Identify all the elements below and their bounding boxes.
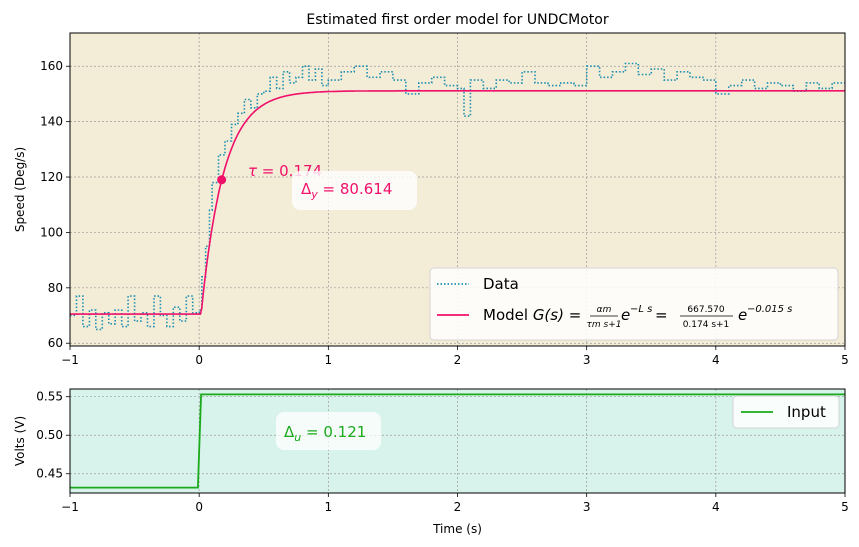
x-tick-label: 5 (841, 500, 849, 514)
y-tick-label: 140 (40, 115, 63, 129)
svg-text:=: = (655, 306, 668, 324)
volts-axes: −1 0 1 2 3 4 5 0.45 0.50 0.55 Time (s) Volts (V)… (13, 388, 849, 536)
x-tick-label: 5 (841, 353, 849, 367)
x-tick-label: 3 (583, 500, 591, 514)
volts-x-ticks: −1 0 1 2 3 4 5 (61, 493, 849, 514)
x-tick-label: 0 (195, 353, 203, 367)
y-tick-label: 120 (40, 170, 63, 184)
x-tick-label: 4 (712, 353, 720, 367)
svg-text:e: e (621, 306, 630, 324)
volts-y-ticks: 0.45 0.50 0.55 (36, 390, 70, 481)
volts-legend-box (732, 395, 840, 429)
du-annotation-box (276, 412, 381, 450)
svg-text:−0.015 s: −0.015 s (747, 304, 792, 315)
time-x-axis-label: Time (s) (432, 522, 482, 536)
y-tick-label: 60 (48, 336, 63, 350)
legend-data-label: Data (483, 275, 519, 293)
x-tick-label: 1 (325, 500, 333, 514)
x-tick-label: 2 (454, 500, 462, 514)
speed-legend: Data Model G(s) = αm τm s+1 e −L s = 667… (429, 267, 839, 341)
volts-series (70, 393, 845, 489)
x-tick-label: 2 (454, 353, 462, 367)
legend-input-label: Input (787, 403, 826, 421)
speed-y-axis-label: Speed (Deg/s) (13, 147, 27, 232)
y-tick-label: 80 (48, 281, 63, 295)
du-annotation: Δu = 0.121 (284, 423, 366, 444)
tau-marker-point (217, 175, 227, 185)
speed-legend-box (429, 267, 839, 341)
x-tick-label: 3 (583, 353, 591, 367)
volts-legend: Input (732, 395, 840, 429)
x-tick-label: −1 (61, 500, 79, 514)
dy-annotation-box (292, 171, 417, 210)
y-tick-label: 0.50 (36, 428, 63, 442)
dy-annotation: Δy = 80.614 (301, 180, 392, 201)
svg-text:667.570: 667.570 (687, 305, 724, 315)
y-tick-label: 0.55 (36, 390, 63, 404)
svg-text:−L s: −L s (630, 304, 652, 315)
legend-model-formula: αm τm s+1 e −L s = 667.570 0.174 s+1 e −… (586, 304, 792, 330)
svg-text:τm s+1: τm s+1 (586, 320, 621, 330)
speed-x-ticks: −1 0 1 2 3 4 5 (61, 346, 849, 367)
x-tick-label: 0 (195, 500, 203, 514)
speed-axes: −1 0 1 2 3 4 5 60 80 100 120 140 160 Estimated firs… (13, 12, 849, 367)
svg-text:e: e (738, 306, 747, 324)
y-tick-label: 160 (40, 59, 63, 73)
series-input-line (70, 393, 845, 489)
legend-model-label: Model G(s) = (483, 306, 581, 324)
volts-y-axis-label: Volts (V) (13, 416, 27, 466)
series-data-line (70, 62, 845, 331)
speed-y-ticks: 60 80 100 120 140 160 (40, 59, 70, 350)
svg-text:0.174 s+1: 0.174 s+1 (683, 320, 730, 330)
chart-title: Estimated first order model for UNDCMoto… (306, 12, 608, 28)
y-tick-label: 0.45 (36, 467, 63, 481)
x-tick-label: 1 (325, 353, 333, 367)
speed-series (70, 62, 845, 331)
x-tick-label: 4 (712, 500, 720, 514)
series-model-line (70, 90, 845, 315)
x-tick-label: −1 (61, 353, 79, 367)
y-tick-label: 100 (40, 225, 63, 239)
svg-text:αm: αm (597, 305, 612, 315)
